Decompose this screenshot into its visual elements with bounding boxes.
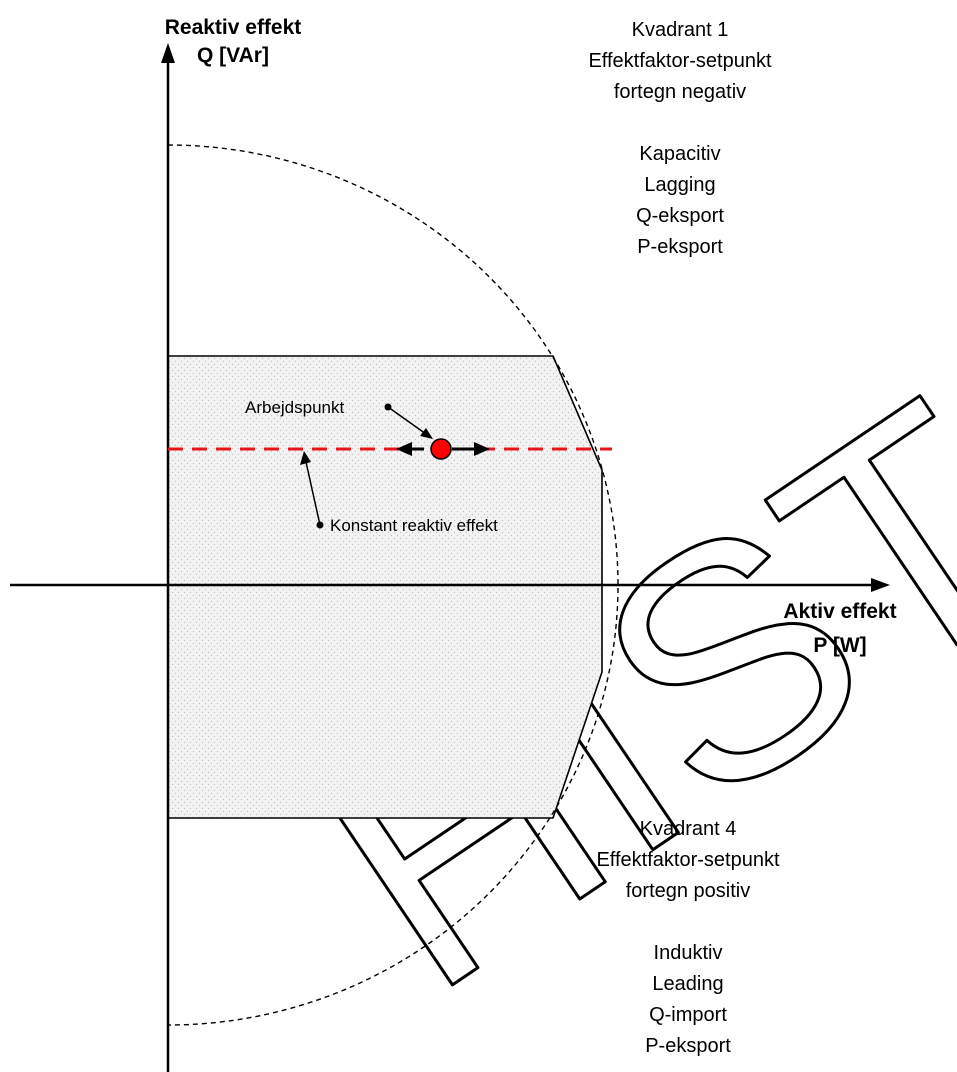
- constant-reactive-label: Konstant reaktiv effekt: [330, 516, 498, 535]
- operating-point-leader: [387, 406, 427, 435]
- quadrant4-setpoint: Effektfaktor-setpunkt: [596, 849, 780, 871]
- quadrant4-title: Kvadrant 4: [640, 818, 737, 840]
- move-left-arrowhead: [396, 442, 412, 456]
- quadrant1-prop: Kapacitiv: [639, 143, 720, 165]
- quadrant4-info: Kvadrant 4 Effektfaktor-setpunkt fortegn…: [596, 818, 780, 1057]
- quadrant4-sign: fortegn positiv: [626, 880, 751, 902]
- y-axis-title-line1: Reaktiv effekt: [165, 16, 302, 39]
- constant-reactive-leader: [305, 461, 321, 526]
- quadrant4-prop: Induktiv: [654, 942, 723, 964]
- operating-point-label: Arbejdspunkt: [245, 398, 345, 417]
- quadrant1-info: Kvadrant 1 Effektfaktor-setpunkt fortegn…: [588, 19, 772, 258]
- y-axis-arrowhead: [161, 43, 175, 63]
- quadrant1-prop: Lagging: [644, 174, 715, 196]
- constant-reactive-leader-arrowhead: [300, 451, 311, 465]
- move-right-arrowhead: [474, 442, 490, 456]
- operating-region: [167, 355, 603, 819]
- x-axis-title-line1: Aktiv effekt: [783, 600, 896, 623]
- quadrant1-setpoint: Effektfaktor-setpunkt: [588, 50, 772, 72]
- x-axis-arrowhead: [871, 578, 890, 592]
- quadrant1-sign: fortegn negativ: [614, 81, 746, 103]
- quadrant1-title: Kvadrant 1: [632, 19, 729, 41]
- x-axis-title-line2: P [W]: [813, 634, 866, 657]
- y-axis-title-line2: Q [VAr]: [197, 44, 269, 67]
- capability-circle: [167, 144, 619, 1026]
- quadrant4-prop: Leading: [652, 973, 723, 995]
- quadrant4-prop: P-eksport: [645, 1035, 731, 1057]
- quadrant1-prop: Q-eksport: [636, 205, 724, 227]
- quadrant4-prop: Q-import: [649, 1004, 727, 1026]
- operating-point-marker: [430, 438, 452, 460]
- quadrant1-prop: P-eksport: [637, 236, 723, 258]
- operating-point-leader-arrowhead: [420, 428, 433, 439]
